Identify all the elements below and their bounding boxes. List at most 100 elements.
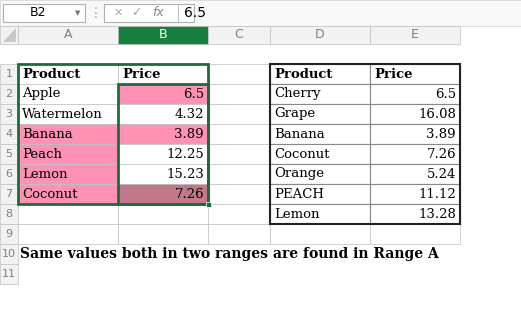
Bar xyxy=(205,202,210,206)
Bar xyxy=(270,104,370,124)
Bar xyxy=(118,184,208,204)
Text: Same values both in two ranges are found in Range A: Same values both in two ranges are found… xyxy=(20,247,439,261)
Bar xyxy=(370,184,460,204)
Bar xyxy=(0,26,18,44)
Text: 16.08: 16.08 xyxy=(418,108,456,121)
Text: 7.26: 7.26 xyxy=(175,188,204,201)
Bar xyxy=(208,26,270,44)
Bar xyxy=(270,164,370,184)
Text: A: A xyxy=(64,29,72,42)
Text: 7.26: 7.26 xyxy=(426,148,456,161)
Bar xyxy=(18,64,118,84)
Bar xyxy=(118,64,208,84)
Text: 1: 1 xyxy=(6,69,13,79)
Bar xyxy=(0,224,18,244)
Text: Lemon: Lemon xyxy=(274,207,319,220)
Bar xyxy=(0,124,18,144)
Bar xyxy=(370,26,460,44)
Text: 3.89: 3.89 xyxy=(175,127,204,140)
Bar xyxy=(3,4,85,22)
Text: B2: B2 xyxy=(30,6,46,20)
Bar xyxy=(18,204,118,224)
Bar xyxy=(270,64,370,84)
Bar xyxy=(270,204,370,224)
Text: 8: 8 xyxy=(5,209,13,219)
Text: 4.32: 4.32 xyxy=(175,108,204,121)
Bar xyxy=(370,124,460,144)
Bar xyxy=(18,124,118,144)
Bar xyxy=(18,164,118,184)
Text: Coconut: Coconut xyxy=(274,148,329,161)
Bar xyxy=(118,84,208,204)
Bar xyxy=(18,184,118,204)
Text: Price: Price xyxy=(374,68,413,81)
Bar xyxy=(208,224,270,244)
Bar xyxy=(118,144,208,164)
Text: PEACH: PEACH xyxy=(274,188,324,201)
Bar xyxy=(208,84,270,104)
Bar xyxy=(18,84,118,104)
Bar xyxy=(208,64,270,84)
Bar xyxy=(118,84,208,104)
Bar xyxy=(0,204,18,224)
Bar xyxy=(0,64,18,84)
Bar xyxy=(104,4,194,22)
Text: Watermelon: Watermelon xyxy=(22,108,103,121)
Text: 2: 2 xyxy=(5,89,13,99)
Text: 6.5: 6.5 xyxy=(183,87,204,100)
Text: B: B xyxy=(159,29,167,42)
Text: 5: 5 xyxy=(6,149,13,159)
Text: Apple: Apple xyxy=(22,87,60,100)
Bar xyxy=(370,64,460,84)
Text: Peach: Peach xyxy=(22,148,62,161)
Text: 15.23: 15.23 xyxy=(166,167,204,180)
Text: 12.25: 12.25 xyxy=(166,148,204,161)
Text: ⋮: ⋮ xyxy=(89,6,103,20)
Bar xyxy=(18,64,208,204)
Bar xyxy=(208,164,270,184)
Bar xyxy=(18,104,118,124)
Bar xyxy=(0,164,18,184)
Text: ✓: ✓ xyxy=(131,6,141,20)
Bar xyxy=(208,124,270,144)
Bar xyxy=(270,26,370,44)
Text: Orange: Orange xyxy=(274,167,324,180)
Bar xyxy=(270,184,370,204)
Text: 6.5: 6.5 xyxy=(184,6,206,20)
Bar xyxy=(270,64,460,224)
Bar xyxy=(0,264,18,284)
Bar xyxy=(0,244,18,264)
Text: 6: 6 xyxy=(6,169,13,179)
Bar xyxy=(118,104,208,124)
Text: 3: 3 xyxy=(6,109,13,119)
Text: Banana: Banana xyxy=(22,127,73,140)
Text: 5.24: 5.24 xyxy=(427,167,456,180)
Text: 10: 10 xyxy=(2,249,16,259)
Bar xyxy=(0,144,18,164)
Bar xyxy=(270,84,370,104)
Bar xyxy=(18,224,118,244)
Bar xyxy=(118,26,208,44)
Polygon shape xyxy=(3,28,16,42)
Text: Product: Product xyxy=(22,68,80,81)
Text: C: C xyxy=(234,29,243,42)
Text: 11: 11 xyxy=(2,269,16,279)
Text: Grape: Grape xyxy=(274,108,315,121)
Bar xyxy=(270,124,370,144)
Bar xyxy=(370,204,460,224)
Bar xyxy=(118,224,208,244)
Bar xyxy=(208,204,270,224)
Text: Cherry: Cherry xyxy=(274,87,320,100)
Bar xyxy=(208,184,270,204)
Bar xyxy=(0,184,18,204)
Bar xyxy=(0,0,521,26)
Bar xyxy=(0,104,18,124)
Bar xyxy=(208,144,270,164)
Text: Price: Price xyxy=(122,68,160,81)
Text: Banana: Banana xyxy=(274,127,325,140)
Text: 3.89: 3.89 xyxy=(426,127,456,140)
Text: Coconut: Coconut xyxy=(22,188,78,201)
Text: fx: fx xyxy=(152,6,164,20)
Bar xyxy=(270,144,370,164)
Text: E: E xyxy=(411,29,419,42)
